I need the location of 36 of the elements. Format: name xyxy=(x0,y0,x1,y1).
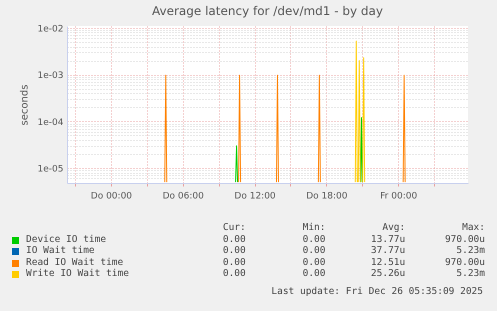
text: 0.00 xyxy=(222,234,246,245)
text: 12.51u xyxy=(370,256,406,268)
y-tick-label: 1e-03 xyxy=(38,71,64,82)
text: 0.00 xyxy=(222,256,246,268)
text: 0.00 xyxy=(302,245,326,256)
y-tick-label: 1e-02 xyxy=(38,24,64,34)
text: Last update: Fri Dec 26 05:35:09 2025 xyxy=(271,286,483,297)
chart-title: Average latency for /dev/md1 - by day xyxy=(152,4,383,18)
text: 5.23m xyxy=(455,245,485,256)
x-tick-label: Do 00:00 xyxy=(90,192,132,202)
text: Avg: xyxy=(381,222,406,234)
text: Max: xyxy=(461,222,485,234)
x-tick-label: Do 06:00 xyxy=(162,192,204,202)
text: 0.00 xyxy=(302,268,326,280)
legend-label: IO Wait time xyxy=(26,245,96,256)
text: 13.77u xyxy=(370,234,406,245)
text: 25.26u xyxy=(370,268,406,280)
legend-label: Write IO Wait time xyxy=(26,268,130,280)
text: 0.00 xyxy=(222,268,246,280)
y-axis-title: seconds xyxy=(20,84,31,126)
text: Min: xyxy=(302,222,326,234)
text: 0.00 xyxy=(302,256,326,268)
y-tick-label: 1e-05 xyxy=(38,164,64,175)
legend-label: Device IO time xyxy=(26,234,108,245)
text: 37.77u xyxy=(370,245,406,256)
legend-label: Read IO Wait time xyxy=(26,256,124,268)
y-tick-label: 1e-04 xyxy=(38,118,64,128)
text: 0.00 xyxy=(222,245,246,256)
x-tick-label: Do 12:00 xyxy=(234,192,276,202)
text: 0.00 xyxy=(302,234,326,245)
x-tick-label: Fr 00:00 xyxy=(380,192,418,202)
text: 970.00u xyxy=(444,256,485,268)
text: 970.00u xyxy=(444,234,485,245)
text: 5.23m xyxy=(455,268,485,280)
text: Cur: xyxy=(222,222,246,234)
x-tick-label: Do 18:00 xyxy=(306,192,348,202)
